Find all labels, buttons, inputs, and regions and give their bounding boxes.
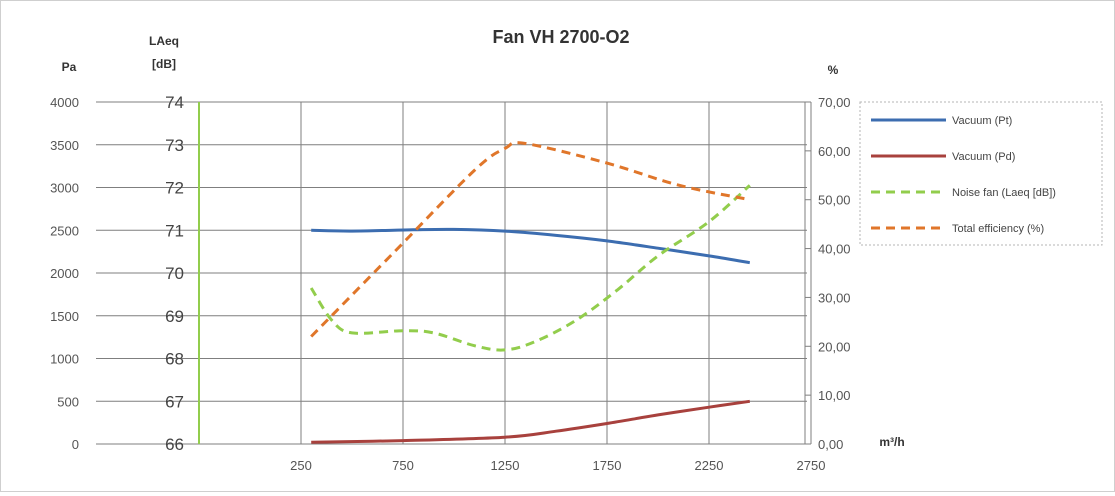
legend-label-noise-fan-laeq-db: Noise fan (Laeq [dB]) — [952, 187, 1056, 199]
chart-title: Fan VH 2700-O2 — [492, 27, 629, 47]
noise-tick-label: 70 — [165, 264, 184, 283]
efficiency-tick-label: 60,00 — [818, 144, 851, 159]
x-tick-label: 2250 — [695, 458, 724, 473]
noise-tick-label: 66 — [165, 435, 184, 454]
noise-tick-label: 68 — [165, 350, 184, 369]
noise-tick-label: 73 — [165, 136, 184, 155]
legend-label-vacuum-pd: Vacuum (Pd) — [952, 151, 1015, 163]
efficiency-tick-label: 50,00 — [818, 193, 851, 208]
pressure-tick-label: 500 — [57, 394, 79, 409]
noise-tick-label: 74 — [165, 93, 184, 112]
x-tick-label: 1250 — [491, 458, 520, 473]
pressure-tick-label: 0 — [72, 437, 79, 452]
efficiency-tick-label: 20,00 — [818, 339, 851, 354]
noise-axis-label-line1: LAeq — [149, 34, 179, 48]
pressure-tick-label: 3500 — [50, 138, 79, 153]
noise-tick-label: 69 — [165, 307, 184, 326]
noise-tick-label: 72 — [165, 179, 184, 198]
legend: Vacuum (Pt) Vacuum (Pd) Noise fan (Laeq [d… — [860, 102, 1102, 245]
efficiency-tick-label: 40,00 — [818, 242, 851, 257]
x-tick-label: 250 — [290, 458, 312, 473]
efficiency-tick-label: 10,00 — [818, 388, 851, 403]
legend-label-total-efficiency: Total efficiency (%) — [952, 223, 1044, 235]
series-line-total-efficiency — [311, 143, 750, 337]
noise-tick-label: 71 — [165, 221, 184, 240]
x-tick-label: 1750 — [593, 458, 622, 473]
grid-layer — [96, 102, 811, 444]
pressure-tick-label: 4000 — [50, 95, 79, 110]
pressure-tick-label: 1000 — [50, 352, 79, 367]
pressure-tick-label: 2000 — [50, 266, 79, 281]
pressure-axis-label: Pa — [62, 60, 77, 74]
pressure-tick-label: 2500 — [50, 223, 79, 238]
efficiency-tick-label: 0,00 — [818, 437, 843, 452]
noise-axis-label-line2: [dB] — [152, 57, 176, 71]
x-tick-label: 2750 — [797, 458, 826, 473]
legend-label-vacuum-pt: Vacuum (Pt) — [952, 115, 1012, 127]
noise-tick-label: 67 — [165, 392, 184, 411]
x-tick-label: 750 — [392, 458, 414, 473]
efficiency-tick-label: 30,00 — [818, 290, 851, 305]
series-line-vacuum-pt — [311, 229, 750, 262]
efficiency-tick-label: 70,00 — [818, 95, 851, 110]
pressure-tick-label: 3000 — [50, 181, 79, 196]
pressure-tick-label: 1500 — [50, 309, 79, 324]
tick-labels-layer: 0 500 1000 1500 2000 2500 3000 3500 4000 66 67 68 69… — [50, 93, 850, 473]
x-axis-unit: m³/h — [879, 435, 904, 449]
efficiency-axis-label: % — [828, 63, 839, 77]
series-line-vacuum-pd — [311, 401, 750, 442]
